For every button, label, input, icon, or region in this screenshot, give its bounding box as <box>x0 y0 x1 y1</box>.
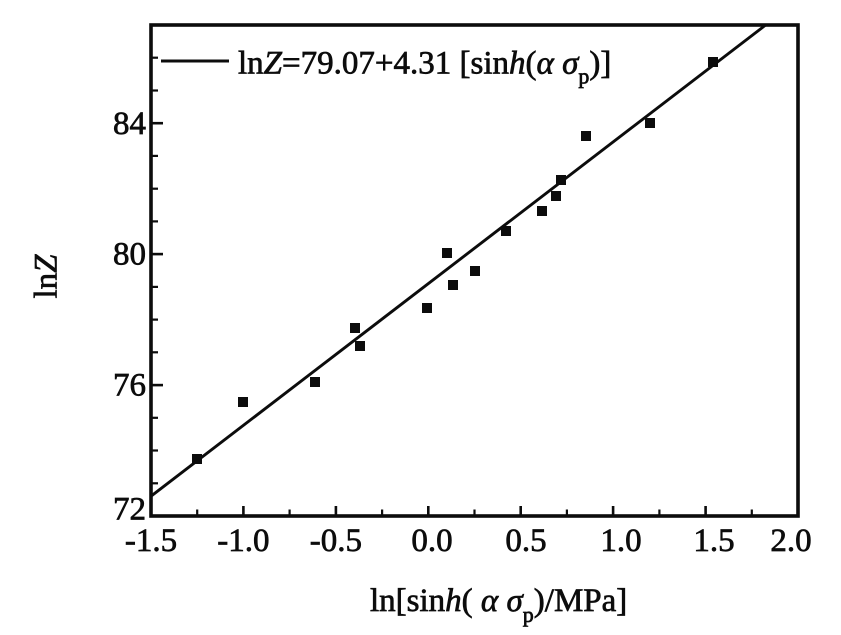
svg-text:84: 84 <box>113 106 146 142</box>
svg-text:-1.0: -1.0 <box>217 523 269 559</box>
svg-text:80: 80 <box>113 237 146 273</box>
svg-text:1.0: 1.0 <box>600 523 641 559</box>
svg-text:76: 76 <box>113 368 146 404</box>
svg-text:2.0: 2.0 <box>770 523 811 559</box>
svg-text:72: 72 <box>113 492 146 528</box>
svg-text:-1.5: -1.5 <box>125 523 177 559</box>
svg-text:-0.5: -0.5 <box>310 523 362 559</box>
svg-text:0.0: 0.0 <box>411 523 452 559</box>
svg-text:lnZ: lnZ <box>29 254 65 299</box>
svg-text:0.5: 0.5 <box>505 523 546 559</box>
svg-text:1.5: 1.5 <box>693 523 734 559</box>
